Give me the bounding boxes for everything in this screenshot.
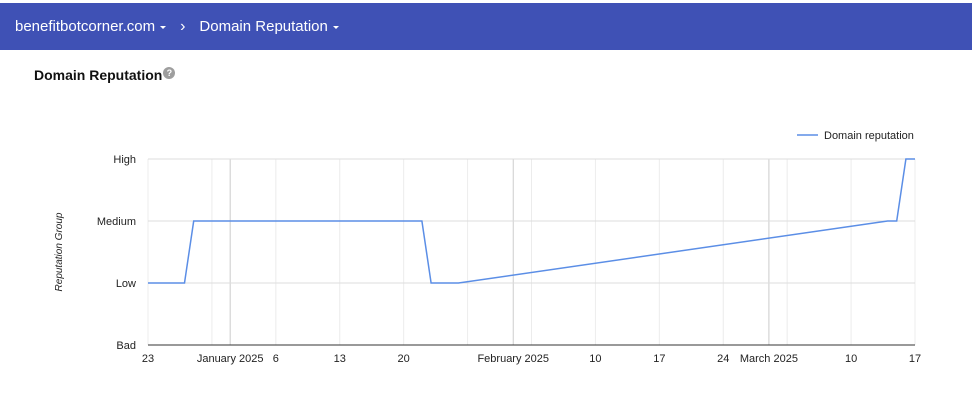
top-app-bar: benefitbotcorner.com › Domain Reputation [0, 3, 972, 50]
x-tick-label: February 2025 [477, 353, 549, 365]
y-tick-label-bad: Bad [116, 340, 136, 352]
x-tick-label: 17 [909, 353, 921, 365]
x-tick-label: 6 [273, 353, 279, 365]
caret-down-icon [332, 26, 339, 29]
x-tick-label: 10 [589, 353, 601, 365]
x-tick-label: 24 [717, 353, 729, 365]
chart-legend: Domain reputation [797, 130, 914, 142]
x-tick-label: 13 [334, 353, 346, 365]
y-tick-label-medium: Medium [97, 216, 136, 228]
site-selector[interactable]: benefitbotcorner.com [15, 18, 167, 35]
caret-down-icon [160, 26, 167, 29]
y-tick-label-low: Low [116, 278, 136, 290]
page-title-text: Domain Reputation [34, 67, 163, 83]
chart-series [148, 158, 915, 284]
page-title: Domain Reputation ? [34, 67, 176, 83]
section-selector[interactable]: Domain Reputation [199, 18, 339, 35]
y-tick-label-high: High [113, 154, 136, 166]
x-tick-label: 20 [398, 353, 410, 365]
x-tick-label: 10 [845, 353, 857, 365]
breadcrumb-chevron-icon: › [180, 17, 186, 35]
x-axis-ticks: 23 January 2025 6 13 20 February 2025 10 17 24 Ma… [142, 353, 921, 365]
x-tick-label: January 2025 [197, 353, 264, 365]
site-name: benefitbotcorner.com [15, 18, 156, 35]
help-icon[interactable]: ? [163, 67, 176, 79]
series-line-domain-reputation [148, 158, 915, 284]
section-name: Domain Reputation [199, 18, 328, 35]
legend-label: Domain reputation [824, 130, 914, 142]
x-tick-label: 23 [142, 353, 154, 365]
y-axis-ticks: Bad Low Medium High [97, 154, 136, 352]
x-tick-label: March 2025 [740, 353, 798, 365]
chart-grid [147, 158, 916, 346]
x-tick-label: 17 [653, 353, 665, 365]
y-axis-label: Reputation Group [54, 212, 65, 291]
